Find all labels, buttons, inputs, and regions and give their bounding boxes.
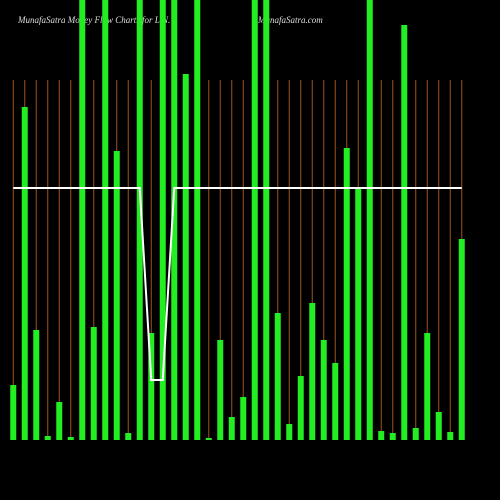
bar <box>286 424 293 440</box>
bar <box>240 397 247 440</box>
bar <box>56 402 63 440</box>
bar <box>320 340 327 440</box>
bar <box>90 327 97 440</box>
bar <box>343 148 350 440</box>
bar <box>21 107 28 440</box>
bar <box>435 412 442 440</box>
bar <box>125 433 132 440</box>
bar <box>332 363 339 440</box>
bar <box>458 239 465 440</box>
bar <box>182 74 189 440</box>
bar <box>159 0 166 440</box>
bar <box>412 428 419 440</box>
bar <box>251 0 258 440</box>
bar <box>309 303 316 440</box>
bar <box>33 330 40 440</box>
bar <box>389 433 396 440</box>
chart-subtitle: MunafaSatra.com <box>257 15 323 25</box>
bar <box>297 376 304 440</box>
bar <box>447 432 454 440</box>
line <box>13 187 462 381</box>
chart-title: MunafaSatra Money Flow Charts for L.N. <box>17 15 170 25</box>
bar <box>424 333 431 440</box>
bar <box>113 151 120 440</box>
bar <box>136 0 143 440</box>
bar <box>102 0 109 440</box>
bar <box>79 0 86 440</box>
bar <box>10 385 17 440</box>
bar <box>366 0 373 440</box>
bar <box>148 333 155 440</box>
bar <box>205 438 212 440</box>
bar <box>263 0 270 440</box>
bar <box>67 437 74 440</box>
bar <box>401 25 408 440</box>
bar <box>355 188 362 440</box>
bar <box>378 431 385 440</box>
bar <box>44 436 51 440</box>
bar <box>194 0 201 440</box>
bar <box>171 0 178 440</box>
bar <box>274 313 281 440</box>
bar <box>228 417 235 440</box>
bar <box>217 340 224 440</box>
